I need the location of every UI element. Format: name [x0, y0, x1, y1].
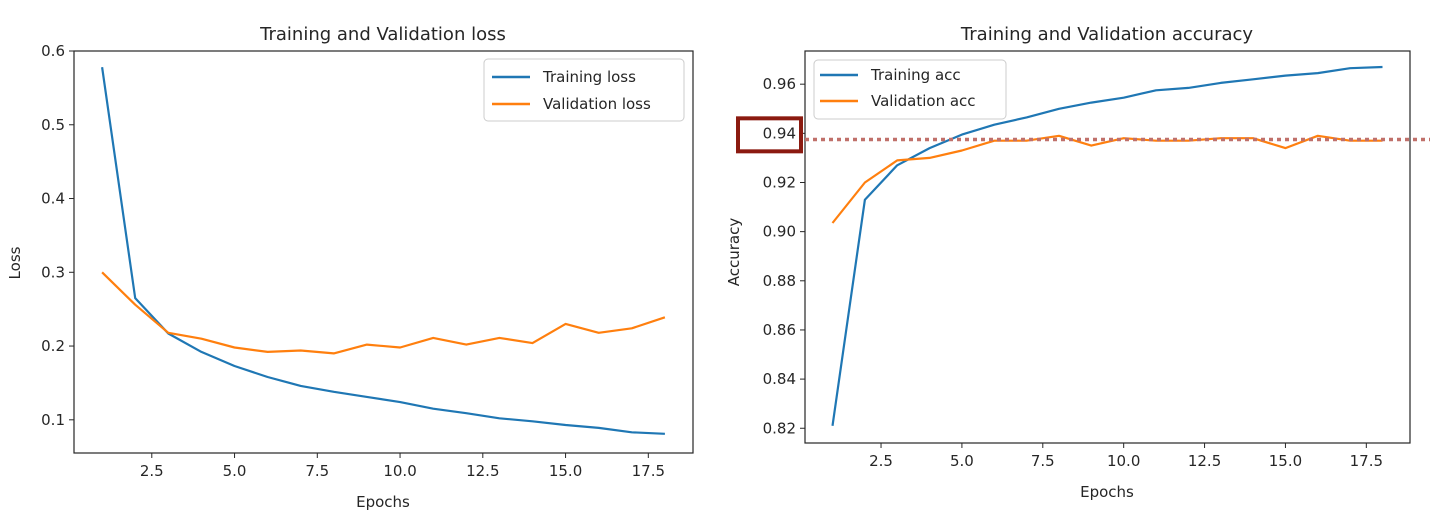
loss-chart-title: Training and Validation loss: [259, 24, 506, 45]
loss-y-tick-label: 0.4: [41, 190, 65, 208]
accuracy-axes-frame: [804, 50, 1411, 444]
accuracy-x-tick-label: 7.5: [1031, 452, 1055, 470]
accuracy-annotations: [736, 116, 1430, 154]
loss-legend-label-training: Training loss: [542, 68, 636, 86]
loss-axes-frame: [73, 50, 694, 454]
accuracy-x-axis-label: Epochs: [1080, 483, 1134, 501]
accuracy-y-tick-label: 0.84: [763, 370, 796, 388]
accuracy-legend-frame: [813, 59, 1007, 120]
loss-x-axis-label: Epochs: [356, 493, 410, 511]
loss-legend: Training loss Validation loss: [483, 58, 685, 122]
loss-chart: Training and Validation loss 2.5 5.0 7.5 10…: [6, 24, 694, 511]
loss-y-tick-label: 0.6: [41, 42, 65, 60]
loss-y-tick-label: 0.2: [41, 337, 65, 355]
accuracy-y-tick-label: 0.96: [763, 75, 796, 93]
accuracy-y-tick-label: 0.94: [763, 124, 796, 142]
loss-x-tick-label: 17.5: [632, 462, 665, 480]
accuracy-plot-area: 2.5 5.0 7.5 10.0 12.5 15.0 17.5 0.82 0.84 0.86 0.8…: [763, 50, 1411, 470]
loss-series-training: [101, 67, 665, 435]
loss-x-tick-label: 2.5: [140, 462, 164, 480]
accuracy-legend-label-training: Training acc: [870, 66, 961, 84]
loss-legend-frame: [483, 58, 685, 122]
loss-x-tick-label: 12.5: [466, 462, 499, 480]
accuracy-x-tick-label: 15.0: [1269, 452, 1302, 470]
tick-highlight-box: [736, 116, 803, 154]
loss-y-tick-label: 0.3: [41, 263, 65, 281]
accuracy-x-tick-label: 2.5: [869, 452, 893, 470]
loss-legend-label-validation: Validation loss: [543, 95, 651, 113]
accuracy-y-tick-label: 0.90: [763, 223, 796, 241]
accuracy-y-tick-label: 0.82: [763, 419, 796, 437]
accuracy-x-tick-label: 17.5: [1350, 452, 1383, 470]
accuracy-y-tick-label: 0.92: [763, 173, 796, 191]
loss-x-tick-label: 7.5: [305, 462, 329, 480]
loss-x-tick-label: 15.0: [549, 462, 582, 480]
accuracy-y-tick-label: 0.88: [763, 272, 796, 290]
accuracy-y-tick-label: 0.86: [763, 321, 796, 339]
accuracy-y-axis-label: Accuracy: [725, 218, 743, 287]
accuracy-legend: Training acc Validation acc: [813, 59, 1007, 120]
accuracy-series-training: [831, 65, 1383, 426]
loss-series-validation: [101, 271, 666, 355]
accuracy-chart-title: Training and Validation accuracy: [960, 24, 1253, 45]
accuracy-series-validation: [831, 134, 1383, 224]
loss-y-tick-label: 0.1: [41, 411, 65, 429]
accuracy-chart: Training and Validation accuracy 2.5 5.0 7…: [725, 24, 1430, 501]
accuracy-x-tick-label: 12.5: [1188, 452, 1221, 470]
loss-plot-area: 2.5 5.0 7.5 10.0 12.5 15.0 17.5 0.1 0.2 0.3 0.4 0.5…: [41, 42, 694, 480]
loss-y-axis-label: Loss: [6, 246, 24, 279]
loss-y-tick-label: 0.5: [41, 116, 65, 134]
accuracy-x-tick-label: 10.0: [1107, 452, 1140, 470]
loss-x-tick-label: 5.0: [223, 462, 247, 480]
accuracy-legend-label-validation: Validation acc: [871, 92, 976, 110]
accuracy-x-tick-label: 5.0: [950, 452, 974, 470]
loss-x-tick-label: 10.0: [383, 462, 416, 480]
